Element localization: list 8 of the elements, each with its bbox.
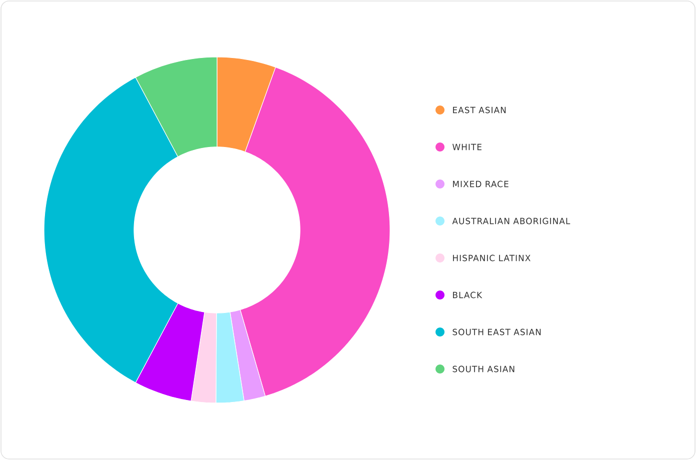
legend-label: SOUTH ASIAN (452, 366, 514, 372)
legend-label: MIXED RACE (453, 180, 508, 188)
legend-label: BLACK (453, 292, 482, 298)
legend-label: SOUTH EAST ASIAN (452, 328, 541, 336)
legend-label: AUSTRALIAN ABORIGINAL (452, 218, 570, 224)
legend-label: WHITE (452, 144, 482, 150)
legend-label: EAST ASIAN (453, 106, 506, 114)
legend-label: HISPANIC LATINX (453, 254, 530, 262)
